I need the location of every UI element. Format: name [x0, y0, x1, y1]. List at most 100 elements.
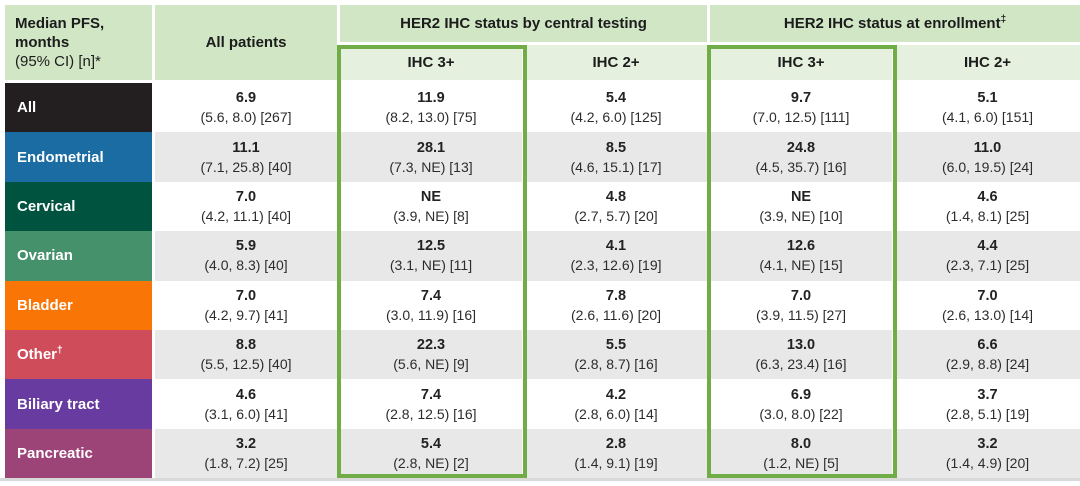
cell-median: 4.6: [977, 188, 998, 205]
cell-ci: (4.2, 6.0) [125]: [570, 109, 662, 126]
cell-ci: (3.1, NE) [11]: [389, 257, 473, 274]
cell-median: 3.2: [977, 435, 998, 452]
cell-ci: (1.4, 8.1) [25]: [945, 207, 1030, 224]
cell-ci: (2.7, 5.7) [20]: [574, 207, 658, 224]
table-row: Endometrial 11.1 (7.1, 25.8) [40] 28.1 (…: [5, 132, 1080, 182]
cell-ci: (1.4, 4.9) [20]: [945, 454, 1030, 471]
row-label-sup: †: [57, 345, 63, 357]
cell-ci: (3.9, NE) [10]: [759, 207, 843, 224]
cell-ci: (2.8, NE) [2]: [393, 454, 469, 471]
corner-line-3: (95% CI) [n]*: [15, 53, 101, 70]
row-label-cell: Ovarian: [5, 231, 155, 281]
data-cell: 13.0 (6.3, 23.4) [16]: [710, 329, 896, 380]
data-cell: 12.6 (4.1, NE) [15]: [710, 231, 896, 281]
data-cell: 12.5 (3.1, NE) [11]: [340, 231, 525, 281]
cell-ci: (3.1, 6.0) [41]: [204, 405, 288, 422]
cell-median: 4.8: [605, 188, 627, 205]
data-cell: 3.2 (1.8, 7.2) [25]: [155, 428, 340, 479]
data-cell: 7.0 (4.2, 9.7) [41]: [155, 280, 340, 330]
data-cell: 7.4 (3.0, 11.9) [16]: [340, 280, 525, 330]
row-label-cell: Endometrial: [5, 132, 155, 182]
cell-median: 4.1: [605, 238, 627, 255]
table-row: Other† 8.8 (5.5, 12.5) [40] 22.3 (5.6, N…: [5, 329, 1080, 380]
table-row: Biliary tract 4.6 (3.1, 6.0) [41] 7.4 (2…: [5, 379, 1080, 429]
cell-median: 28.1: [416, 139, 446, 156]
cell-median: 7.4: [420, 287, 442, 304]
row-label: Other: [17, 346, 58, 364]
data-cell: 2.8 (1.4, 9.1) [19]: [525, 428, 711, 479]
median-pfs-table: Median PFS, months (95% CI) [n]* All pat…: [5, 5, 1080, 479]
cell-ci: (4.0, 8.3) [40]: [204, 257, 288, 274]
cell-median: NE: [420, 188, 442, 205]
corner-line-2: months: [15, 34, 70, 51]
cell-median: 7.0: [235, 188, 257, 205]
data-cell: 4.2 (2.8, 6.0) [14]: [525, 379, 711, 429]
cell-median: 3.2: [235, 435, 257, 452]
cell-median: 5.4: [605, 90, 627, 107]
cell-ci: (1.4, 9.1) [19]: [574, 454, 658, 471]
cell-median: 7.0: [790, 287, 812, 304]
cell-median: 7.8: [605, 287, 627, 304]
cell-median: 13.0: [786, 337, 816, 354]
table-row: Bladder 7.0 (4.2, 9.7) [41] 7.4 (3.0, 11…: [5, 280, 1080, 330]
data-cell: 3.2 (1.4, 4.9) [20]: [895, 428, 1080, 479]
row-label-cell: Other†: [5, 329, 155, 380]
cell-median: 8.0: [790, 435, 812, 452]
data-cell: 5.1 (4.1, 6.0) [151]: [895, 83, 1080, 133]
row-label: Biliary tract: [17, 395, 100, 413]
cell-median: 12.6: [786, 238, 816, 255]
data-cell: 7.8 (2.6, 11.6) [20]: [525, 280, 711, 330]
cell-median: 7.0: [235, 287, 257, 304]
cell-median: 5.5: [605, 337, 627, 354]
data-cell: 11.1 (7.1, 25.8) [40]: [155, 132, 340, 182]
cell-ci: (2.8, 6.0) [14]: [574, 405, 658, 422]
subheader-central-ihc2: IHC 2+: [525, 45, 711, 83]
cell-median: 5.9: [235, 238, 257, 255]
all-patients-header: All patients: [155, 5, 340, 83]
cell-median: 4.6: [235, 386, 257, 403]
row-label: Endometrial: [17, 148, 104, 166]
cell-ci: (3.0, 8.0) [22]: [759, 405, 843, 422]
table-bottom-border: [0, 478, 1080, 481]
table-row: All 6.9 (5.6, 8.0) [267] 11.9 (8.2, 13.0…: [5, 83, 1080, 133]
group-header-central-testing: HER2 IHC status by central testing: [340, 5, 711, 45]
data-cell: 11.0 (6.0, 19.5) [24]: [895, 132, 1080, 182]
cell-ci: (4.6, 15.1) [17]: [570, 158, 662, 175]
cell-ci: (2.8, 8.7) [16]: [574, 356, 658, 373]
group-enrollment-sup: ‡: [1000, 14, 1007, 25]
cell-ci: (6.0, 19.5) [24]: [941, 158, 1034, 175]
cell-median: 6.9: [235, 90, 257, 107]
cell-ci: (4.2, 9.7) [41]: [204, 306, 288, 323]
cell-median: 3.7: [977, 386, 998, 403]
corner-line-1: Median PFS,: [15, 15, 105, 32]
data-cell: 7.4 (2.8, 12.5) [16]: [340, 379, 525, 429]
cell-median: 8.8: [235, 337, 257, 354]
cell-median: 11.9: [417, 90, 445, 107]
cell-ci: (3.9, 11.5) [27]: [756, 306, 847, 323]
cell-ci: (5.6, NE) [9]: [393, 356, 469, 373]
data-cell: 6.9 (3.0, 8.0) [22]: [710, 379, 896, 429]
cell-median: 7.0: [977, 287, 998, 304]
cell-ci: (7.0, 12.5) [111]: [752, 109, 850, 126]
data-cell: 4.8 (2.7, 5.7) [20]: [525, 181, 711, 232]
data-cell: 3.7 (2.8, 5.1) [19]: [895, 379, 1080, 429]
data-cell: 28.1 (7.3, NE) [13]: [340, 132, 525, 182]
cell-median: 5.1: [977, 90, 998, 107]
cell-median: 8.5: [605, 139, 627, 156]
cell-median: 4.2: [605, 386, 627, 403]
data-cell: 4.6 (1.4, 8.1) [25]: [895, 181, 1080, 232]
cell-ci: (2.8, 12.5) [16]: [385, 405, 477, 422]
cell-ci: (4.1, NE) [15]: [759, 257, 843, 274]
cell-median: NE: [790, 188, 812, 205]
cell-ci: (7.3, NE) [13]: [389, 158, 473, 175]
data-cell: 8.8 (5.5, 12.5) [40]: [155, 329, 340, 380]
cell-ci: (5.6, 8.0) [267]: [200, 109, 292, 126]
cell-ci: (4.5, 35.7) [16]: [755, 158, 847, 175]
subheader-enrollment-ihc2: IHC 2+: [895, 45, 1080, 83]
row-label-cell: Bladder: [5, 280, 155, 330]
data-cell: 11.9 (8.2, 13.0) [75]: [340, 83, 525, 133]
data-cell: 7.0 (2.6, 13.0) [14]: [895, 280, 1080, 330]
row-label: Ovarian: [17, 247, 73, 265]
table-row: Pancreatic 3.2 (1.8, 7.2) [25] 5.4 (2.8,…: [5, 428, 1080, 479]
data-cell: 8.0 (1.2, NE) [5]: [710, 428, 896, 479]
